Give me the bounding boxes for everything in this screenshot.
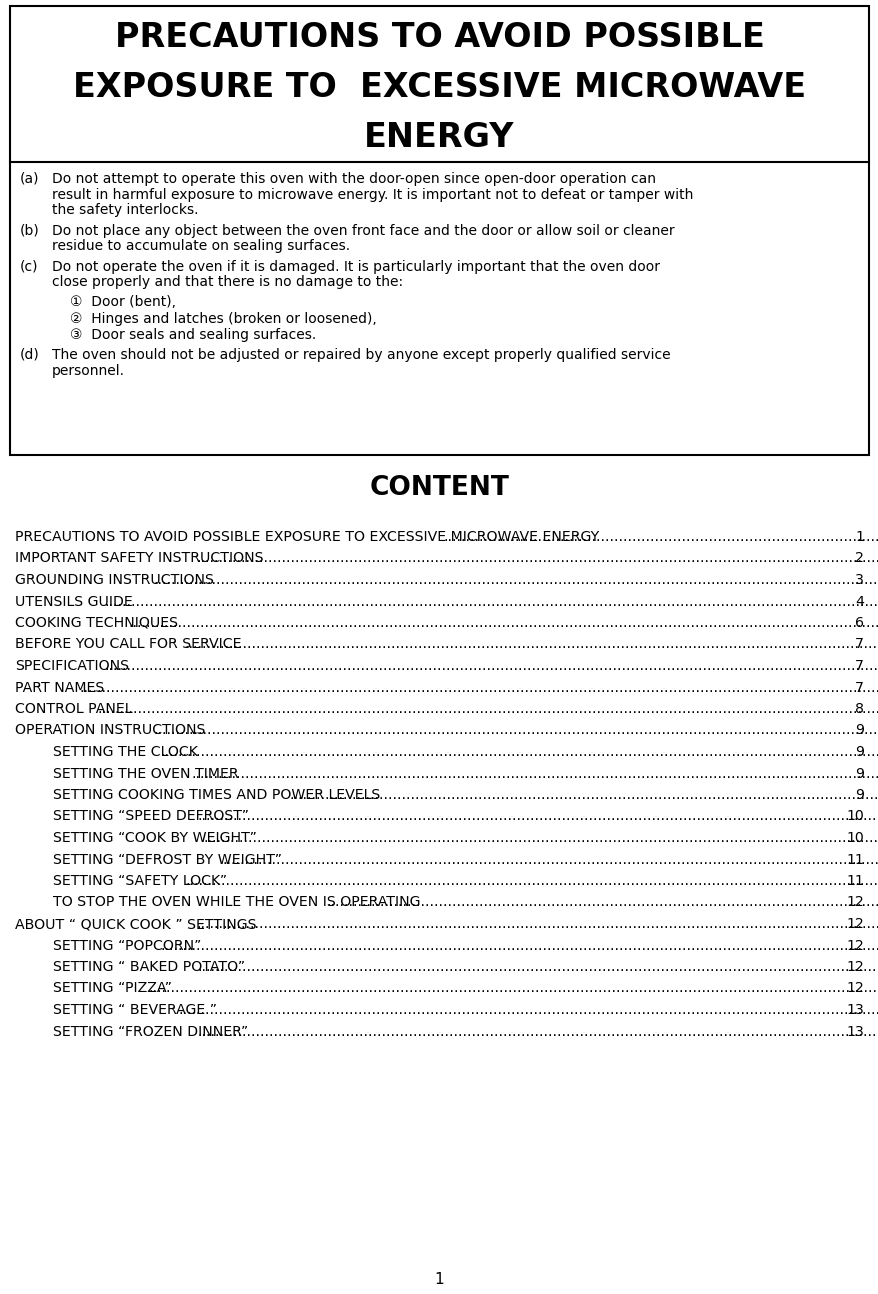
Text: 12: 12 xyxy=(846,938,863,952)
Text: (c): (c) xyxy=(20,260,39,273)
Text: 10: 10 xyxy=(846,810,863,823)
Text: 7: 7 xyxy=(854,681,863,695)
Text: result in harmful exposure to microwave energy. It is important not to defeat or: result in harmful exposure to microwave … xyxy=(52,188,693,202)
Text: 9: 9 xyxy=(854,745,863,760)
Text: SETTING “SAFETY LOCK”: SETTING “SAFETY LOCK” xyxy=(53,873,227,888)
Bar xyxy=(10,6,868,455)
Text: 1: 1 xyxy=(435,1272,443,1288)
Text: SPECIFICATIONS: SPECIFICATIONS xyxy=(15,659,129,673)
Text: SETTING “ BAKED POTATO”: SETTING “ BAKED POTATO” xyxy=(53,960,245,974)
Text: SETTING “DEFROST BY WEIGHT”: SETTING “DEFROST BY WEIGHT” xyxy=(53,853,282,867)
Text: SETTING “SPEED DEFROST”: SETTING “SPEED DEFROST” xyxy=(53,810,248,823)
Text: Do not operate the oven if it is damaged. It is particularly important that the : Do not operate the oven if it is damaged… xyxy=(52,260,659,273)
Text: The oven should not be adjusted or repaired by anyone except properly qualified : The oven should not be adjusted or repai… xyxy=(52,348,670,362)
Text: ENERGY: ENERGY xyxy=(363,122,515,154)
Text: SETTING THE OVEN TIMER: SETTING THE OVEN TIMER xyxy=(53,766,238,780)
Text: PRECAUTIONS TO AVOID POSSIBLE EXPOSURE TO EXCESSIVE MICROWAVE ENERGY: PRECAUTIONS TO AVOID POSSIBLE EXPOSURE T… xyxy=(15,531,599,543)
Text: 3: 3 xyxy=(854,573,863,587)
Text: Do not attempt to operate this oven with the door-open since open-door operation: Do not attempt to operate this oven with… xyxy=(52,172,655,186)
Text: ................................................................................: ........................................… xyxy=(196,917,878,930)
Text: 7: 7 xyxy=(854,638,863,651)
Text: COOKING TECHNIQUES: COOKING TECHNIQUES xyxy=(15,616,178,630)
Text: TO STOP THE OVEN WHILE THE OVEN IS OPERATING: TO STOP THE OVEN WHILE THE OVEN IS OPERA… xyxy=(53,895,420,910)
Text: 11: 11 xyxy=(846,853,863,867)
Text: PART NAMES: PART NAMES xyxy=(15,681,104,695)
Text: 12: 12 xyxy=(846,917,863,930)
Text: SETTING “PIZZA”: SETTING “PIZZA” xyxy=(53,982,172,995)
Text: ................................................................................: ........................................… xyxy=(443,531,878,543)
Text: PRECAUTIONS TO AVOID POSSIBLE: PRECAUTIONS TO AVOID POSSIBLE xyxy=(114,21,764,54)
Text: ................................................................................: ........................................… xyxy=(148,982,878,995)
Text: ................................................................................: ........................................… xyxy=(128,616,878,630)
Text: ③  Door seals and sealing surfaces.: ③ Door seals and sealing surfaces. xyxy=(70,329,316,343)
Text: ................................................................................: ........................................… xyxy=(161,938,878,952)
Text: UTENSILS GUIDE: UTENSILS GUIDE xyxy=(15,594,133,608)
Text: ................................................................................: ........................................… xyxy=(179,1003,878,1017)
Text: ................................................................................: ........................................… xyxy=(198,810,878,823)
Text: SETTING “POPCORN”: SETTING “POPCORN” xyxy=(53,938,201,952)
Text: ................................................................................: ........................................… xyxy=(104,659,878,673)
Text: 9: 9 xyxy=(854,766,863,780)
Text: SETTING “COOK BY WEIGHT”: SETTING “COOK BY WEIGHT” xyxy=(53,831,256,845)
Text: 10: 10 xyxy=(846,831,863,845)
Text: BEFORE YOU CALL FOR SERVICE: BEFORE YOU CALL FOR SERVICE xyxy=(15,638,241,651)
Text: 4: 4 xyxy=(854,594,863,608)
Text: 1: 1 xyxy=(854,531,863,543)
Text: SETTING COOKING TIMES AND POWER LEVELS: SETTING COOKING TIMES AND POWER LEVELS xyxy=(53,788,380,802)
Text: ①  Door (bent),: ① Door (bent), xyxy=(70,295,176,309)
Text: GROUNDING INSTRUCTIONS: GROUNDING INSTRUCTIONS xyxy=(15,573,213,587)
Text: 12: 12 xyxy=(846,895,863,910)
Text: CONTROL PANEL: CONTROL PANEL xyxy=(15,703,133,716)
Text: ................................................................................: ........................................… xyxy=(153,723,878,738)
Text: 6: 6 xyxy=(854,616,863,630)
Text: Do not place any object between the oven front face and the door or allow soil o: Do not place any object between the oven… xyxy=(52,224,673,238)
Text: CONTENT: CONTENT xyxy=(369,475,509,501)
Text: EXPOSURE TO  EXCESSIVE MICROWAVE: EXPOSURE TO EXCESSIVE MICROWAVE xyxy=(73,71,805,104)
Text: ................................................................................: ........................................… xyxy=(204,831,878,845)
Text: ................................................................................: ........................................… xyxy=(97,703,878,716)
Text: ................................................................................: ........................................… xyxy=(185,873,878,888)
Text: the safety interlocks.: the safety interlocks. xyxy=(52,203,198,217)
Text: 7: 7 xyxy=(854,659,863,673)
Text: ................................................................................: ........................................… xyxy=(161,745,878,760)
Text: 8: 8 xyxy=(854,703,863,716)
Text: 12: 12 xyxy=(846,960,863,974)
Text: ................................................................................: ........................................… xyxy=(184,638,878,651)
Text: ABOUT “ QUICK COOK ” SETTINGS: ABOUT “ QUICK COOK ” SETTINGS xyxy=(15,917,256,930)
Text: SETTING “ BEVERAGE ”: SETTING “ BEVERAGE ” xyxy=(53,1003,217,1017)
Text: (b): (b) xyxy=(20,224,40,238)
Text: (a): (a) xyxy=(20,172,40,186)
Text: personnel.: personnel. xyxy=(52,364,125,378)
Text: SETTING THE CLOCK: SETTING THE CLOCK xyxy=(53,745,198,760)
Text: ................................................................................: ........................................… xyxy=(153,573,878,587)
Text: ................................................................................: ........................................… xyxy=(198,960,878,974)
Text: IMPORTANT SAFETY INSTRUCTIONS: IMPORTANT SAFETY INSTRUCTIONS xyxy=(15,551,263,565)
Text: SETTING “FROZEN DINNER”: SETTING “FROZEN DINNER” xyxy=(53,1025,248,1039)
Text: ................................................................................: ........................................… xyxy=(104,594,878,608)
Text: close properly and that there is no damage to the:: close properly and that there is no dama… xyxy=(52,276,403,289)
Text: residue to accumulate on sealing surfaces.: residue to accumulate on sealing surface… xyxy=(52,239,349,254)
Text: ................................................................................: ........................................… xyxy=(191,766,878,780)
Text: ................................................................................: ........................................… xyxy=(198,1025,878,1039)
Text: ②  Hinges and latches (broken or loosened),: ② Hinges and latches (broken or loosened… xyxy=(70,312,377,326)
Text: 12: 12 xyxy=(846,982,863,995)
Text: 9: 9 xyxy=(854,788,863,802)
Text: ................................................................................: ........................................… xyxy=(196,551,878,565)
Text: 2: 2 xyxy=(854,551,863,565)
Text: ................................................................................: ........................................… xyxy=(327,895,878,910)
Text: 9: 9 xyxy=(854,723,863,738)
Text: ................................................................................: ........................................… xyxy=(222,853,878,867)
Text: 11: 11 xyxy=(846,873,863,888)
Text: 13: 13 xyxy=(846,1003,863,1017)
Text: 13: 13 xyxy=(846,1025,863,1039)
Text: ................................................................................: ........................................… xyxy=(290,788,878,802)
Text: (d): (d) xyxy=(20,348,40,362)
Text: ................................................................................: ........................................… xyxy=(79,681,878,695)
Text: OPERATION INSTRUCTIONS: OPERATION INSTRUCTIONS xyxy=(15,723,205,738)
